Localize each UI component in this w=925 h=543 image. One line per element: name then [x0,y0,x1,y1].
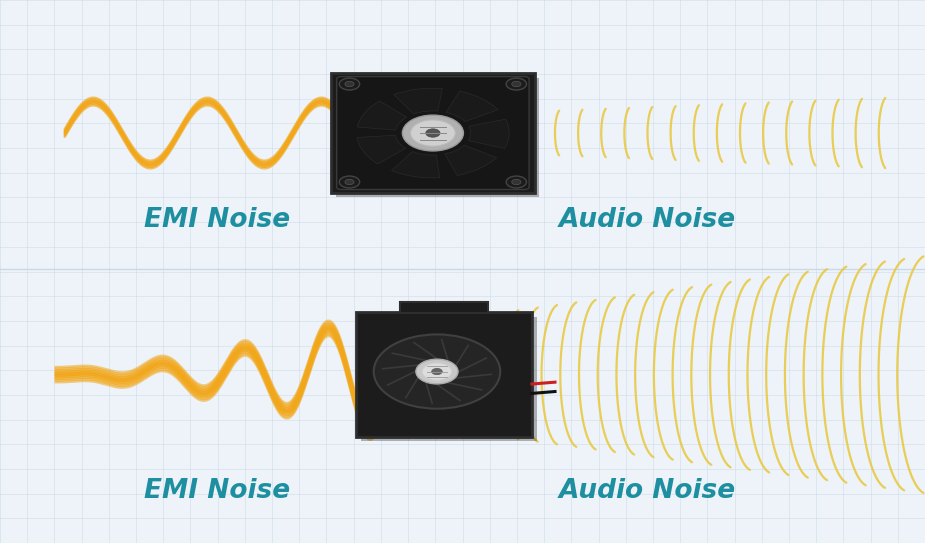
FancyBboxPatch shape [400,302,488,313]
Wedge shape [445,145,497,175]
Circle shape [506,176,526,188]
Circle shape [512,81,521,87]
Text: Audio Noise: Audio Noise [559,478,736,504]
Circle shape [426,129,440,137]
Text: EMI Noise: EMI Noise [144,478,290,504]
Wedge shape [468,119,509,148]
Circle shape [411,120,455,146]
Circle shape [422,363,452,380]
Wedge shape [357,135,406,164]
Wedge shape [391,151,439,178]
Circle shape [416,359,458,384]
Circle shape [374,334,500,409]
Circle shape [432,369,442,375]
Circle shape [402,115,463,151]
Circle shape [339,176,360,188]
Circle shape [506,78,526,90]
Wedge shape [394,89,442,114]
Wedge shape [446,91,498,122]
FancyBboxPatch shape [337,77,529,190]
FancyBboxPatch shape [361,317,536,441]
Text: EMI Noise: EMI Noise [144,207,290,233]
Circle shape [345,179,354,185]
Circle shape [339,78,360,90]
Circle shape [512,179,521,185]
FancyBboxPatch shape [331,73,535,193]
FancyBboxPatch shape [356,312,532,437]
Text: Audio Noise: Audio Noise [559,207,736,233]
Wedge shape [357,101,407,130]
Circle shape [345,81,354,87]
FancyBboxPatch shape [336,78,539,197]
